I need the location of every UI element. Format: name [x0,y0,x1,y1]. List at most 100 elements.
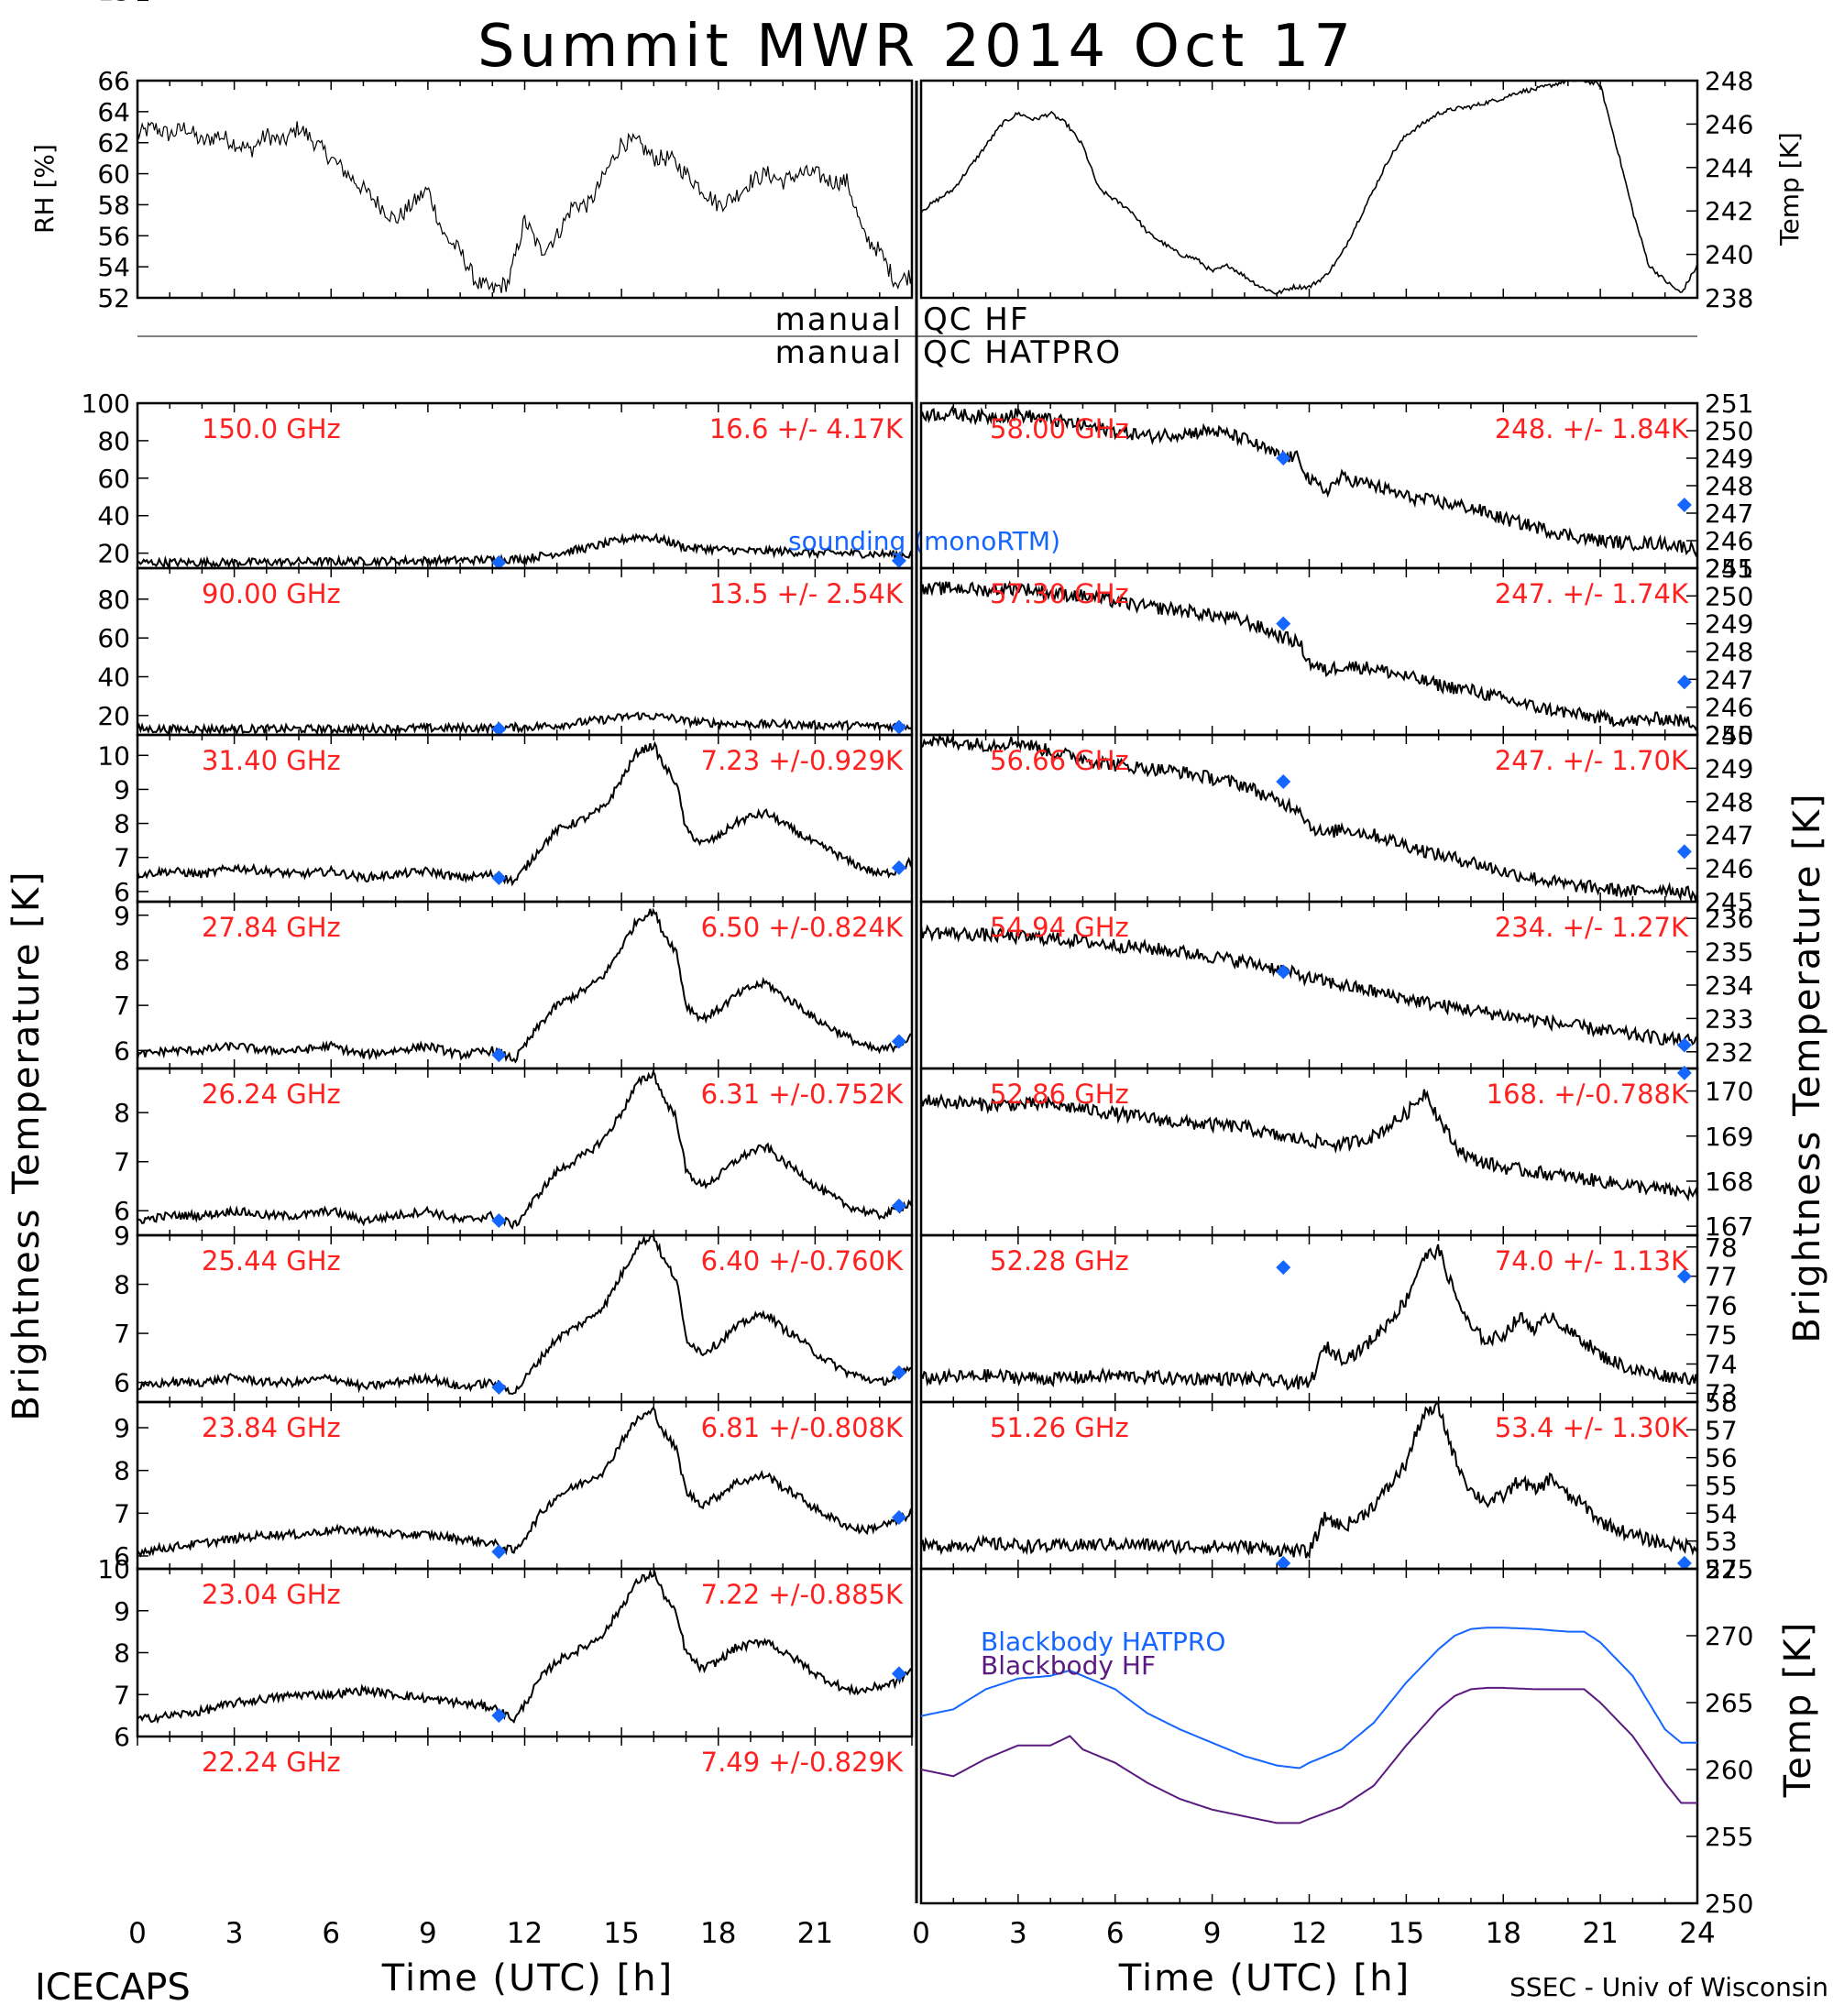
x-tick-label: 21 [797,1917,833,1950]
sounding-marker [891,1198,906,1213]
y-tick-label: 245 [1705,887,1753,917]
y-tick-label: 247 [1705,499,1753,529]
trace-f54 [920,924,1698,1046]
y-tick-label: 265 [1705,1688,1753,1718]
panel-f90: 20 40 60 80 90.00 GHz 13.5 +/- 2.54K [97,566,914,737]
temp-ylabel: Temp [K] [1774,132,1805,247]
y-tick-label: 52 [97,283,130,313]
frequency-label: 52.86 GHz [990,1079,1129,1110]
footer-right: SSEC - Univ of Wisconsin [1509,1972,1828,2002]
y-tick-label: 10 [97,0,130,6]
y-tick-label: 20 [97,701,130,731]
y-tick-label: 240 [1705,240,1753,270]
y-tick-label: 8 [114,0,130,6]
x-tick-label: 15 [603,1917,639,1950]
sounding-marker [1676,1065,1692,1080]
y-tick-label: 244 [1705,153,1753,183]
panel-f23_84: 6 7 8 9 23.84 GHz 6.81 +/-0.808K [114,1400,914,1572]
sounding-marker [1276,1555,1291,1571]
x-tick-label: 12 [1291,1917,1327,1950]
frequency-label: 52.28 GHz [990,1245,1129,1276]
panel-f27: 6 7 8 9 27.84 GHz 6.50 +/-0.824K [114,900,914,1070]
y-tick-label: 167 [1705,1211,1753,1242]
frequency-label: 58.00 GHz [990,413,1129,444]
y-tick-label: 7 [114,1147,130,1178]
x-tick-label: 3 [225,1917,244,1950]
rh-ylabel: RH [%] [29,144,60,234]
y-tick-label: 6 [114,1368,130,1398]
y-tick-label: 233 [1705,1003,1753,1034]
x-axis-label-right: Time (UTC) [h] [1118,1957,1410,2000]
sounding-marker [891,1510,906,1525]
x-tick-label: 6 [1106,1917,1125,1950]
y-tick-label: 74 [1705,1349,1738,1379]
sounding-marker [491,1544,507,1560]
y-tick-label: 250 [1705,720,1753,751]
y-tick-label: 250 [1705,581,1753,611]
sounding-marker [491,1379,507,1395]
y-tick-label: 251 [1705,389,1753,419]
stat-label: 16.6 +/- 4.17K [709,413,904,444]
x-tick-label: 9 [419,1917,437,1950]
y-tick-label: 236 [1705,904,1753,934]
y-tick-label: 170 [1705,1077,1753,1107]
frequency-label: 26.24 GHz [202,1079,341,1110]
qc-hatpro-right-label: QC HATPRO [923,334,1122,371]
stat-label: 6.31 +/-0.752K [701,1079,904,1110]
x-axis-right-ticks: 0 3 6 9 12 15 18 21 24 [912,1917,1716,1950]
y-tick-label: 255 [1705,1822,1753,1852]
panel-f52_86: 167 168 169 170 52.86 GHz 168. +/-0.788K [919,1065,1753,1242]
left-channel-panels: 20 40 60 80 100 150.0 GHz 16.6 +/- 4.17K soundi… [82,0,1060,1778]
chart-title: Summit MWR 2014 Oct 17 [477,13,1356,81]
y-tick-label: 248 [1705,471,1753,501]
temp-plot: 238 240 242 244 246 248 Temp [K] [919,66,1805,313]
y-tick-label: 246 [1705,854,1753,884]
series-line-0 [920,1627,1697,1769]
y-tick-label: 6 [114,1035,130,1066]
y-tick-label: 250 [1705,416,1753,446]
stat-label: 6.50 +/-0.824K [701,912,904,943]
trace-f27 [137,907,913,1064]
x-tick-label: 6 [322,1917,340,1950]
y-tick-label: 246 [1705,109,1753,139]
stat-label: 168. +/-0.788K [1487,1079,1689,1110]
qc-section: manual QC HF manual QC HATPRO [137,301,1697,371]
y-tick-label: 58 [97,190,130,220]
y-tick-label: 58 [1705,1387,1738,1418]
y-tick-label: 10 [97,1554,130,1584]
stat-label: 247. +/- 1.70K [1495,745,1689,776]
panel-f25: 6 7 8 9 25.44 GHz 6.40 +/-0.760K [114,1221,914,1404]
sounding-marker [491,1212,507,1228]
x-axis-left-ticks: 0 3 6 9 12 15 18 21 [128,1917,833,1950]
y-axis-label-left: Brightness Temperature [K] [5,870,48,1420]
y-tick-label: 260 [1705,1755,1753,1785]
sounding-marker [1676,674,1692,690]
y-tick-label: 234 [1705,970,1753,1001]
y-tick-label: 20 [97,539,130,569]
y-tick-label: 75 [1705,1320,1738,1351]
x-tick-label: 18 [700,1917,736,1950]
y-tick-label: 248 [1705,787,1753,817]
x-tick-label: 18 [1486,1917,1521,1950]
sounding-marker [1676,1555,1692,1571]
y-tick-label: 62 [97,128,130,159]
y-tick-label: 78 [1705,1233,1738,1263]
frequency-label: 27.84 GHz [202,912,341,943]
y-tick-label: 8 [114,946,130,976]
y-tick-label: 7 [114,1319,130,1349]
y-tick-label: 60 [97,159,130,190]
y-tick-label: 8 [114,1456,130,1486]
y-tick-label: 251 [1705,553,1753,584]
y-tick-label: 250 [1705,1889,1753,1919]
stat-label: 6.81 +/-0.808K [701,1412,904,1443]
x-tick-label: 9 [1203,1917,1222,1950]
y-tick-label: 9 [114,901,130,931]
y-tick-label: 66 [97,66,130,96]
series-legend-label: Blackbody HF [981,1650,1156,1681]
y-tick-label: 235 [1705,937,1753,968]
y-tick-label: 80 [97,585,130,615]
y-tick-label: 60 [97,464,130,494]
